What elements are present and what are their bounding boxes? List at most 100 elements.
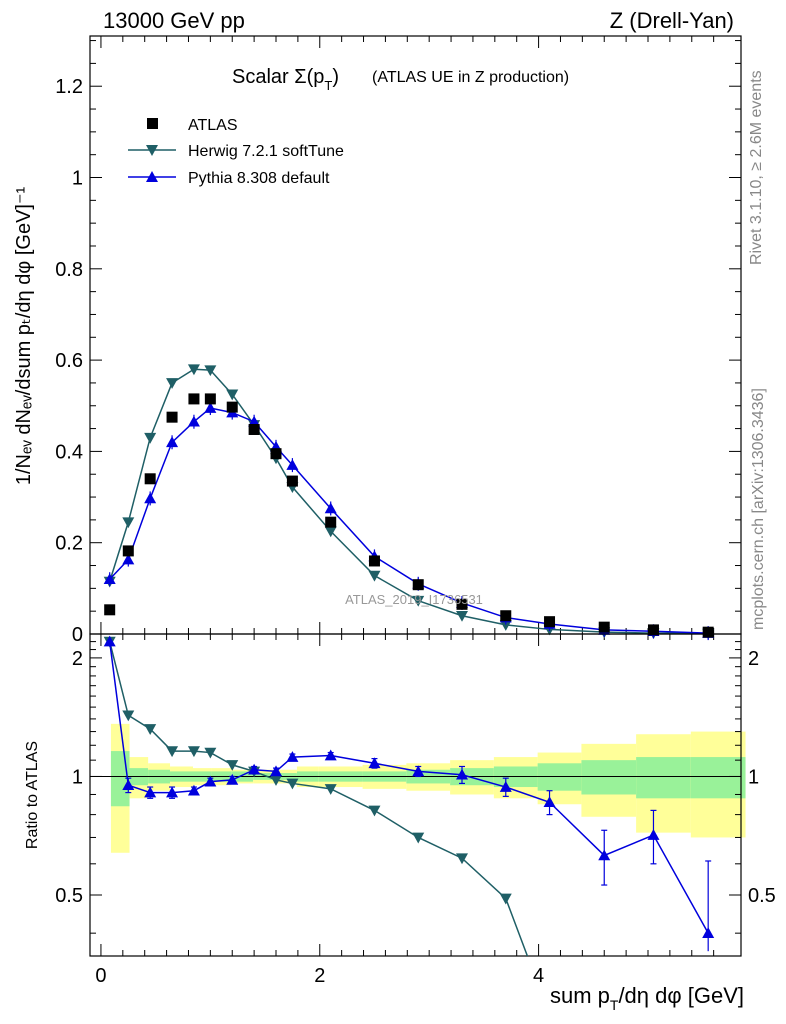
x-tick-label: 2 <box>314 965 325 987</box>
y-tick-label: 0.4 <box>55 441 83 463</box>
y-tick-label: 1.2 <box>55 76 83 98</box>
ratio-y-axis-label: Ratio to ATLAS <box>24 741 41 849</box>
x-axis-label: sum pT/dη dφ [GeV] <box>550 983 744 1013</box>
herwig-point <box>368 570 381 582</box>
atlas-point <box>226 401 238 413</box>
rivet-version-label: Rivet 3.1.10, ≥ 2.6M events <box>748 70 765 265</box>
ratio-herwig-point <box>144 724 157 735</box>
atlas-point <box>702 626 714 638</box>
ratio-pythia-point <box>324 749 337 761</box>
atlas-point <box>166 411 178 423</box>
chart-subtitle: (ATLAS UE in Z production) <box>372 69 569 86</box>
ratio-pythia-point <box>543 796 556 808</box>
x-tick-label: 4 <box>533 965 544 987</box>
ratio-herwig-point <box>499 893 512 905</box>
atlas-point <box>544 616 556 628</box>
ratio-y-tick-label: 1 <box>72 766 83 788</box>
header-right: Z (Drell-Yan) <box>610 8 734 33</box>
pythia-point <box>166 436 179 448</box>
ratio-pythia-point <box>166 786 179 798</box>
ratio-pythia-point <box>204 775 217 787</box>
ratio-frame <box>89 633 742 957</box>
ratio-herwig-point <box>324 784 337 795</box>
atlas-point <box>598 621 610 633</box>
y-tick-label: 0.8 <box>55 259 83 281</box>
atlas-point <box>204 393 216 405</box>
header-left: 13000 GeV pp <box>103 8 245 33</box>
chart-title: Scalar Σ(pT) <box>232 66 339 93</box>
herwig-point <box>166 378 179 389</box>
y-tick-label: 0.6 <box>55 350 83 372</box>
atlas-point <box>412 579 424 591</box>
pythia-point <box>248 415 261 427</box>
ratio-y-tick-label-right: 1 <box>748 766 759 788</box>
ratio-pythia-point <box>144 786 157 798</box>
legend-label-pythia: Pythia 8.308 default <box>188 170 330 187</box>
ratio-series <box>103 635 715 956</box>
ratio-pythia-point <box>226 773 239 785</box>
main-panel: 0 0.2 0.4 0.6 0.8 1 1.2 <box>55 35 742 646</box>
pythia-point <box>144 492 157 504</box>
atlas-point <box>270 448 282 460</box>
atlas-point <box>325 516 337 528</box>
legend-marker-pythia <box>146 171 158 182</box>
ratio-pythia-point <box>412 765 425 777</box>
legend: ATLAS Herwig 7.2.1 softTune Pythia 8.308… <box>128 117 344 187</box>
ratio-y-tick-label: 0.5 <box>55 885 83 907</box>
pythia-point <box>324 502 337 514</box>
ratio-herwig-point <box>456 853 468 865</box>
ratio-pythia-point <box>286 751 299 762</box>
atlas-point <box>647 624 659 636</box>
pythia-point <box>204 402 217 413</box>
ratio-y-tick-label: 2 <box>72 648 83 670</box>
herwig-point <box>144 432 157 444</box>
ratio-pythia-point <box>103 635 116 647</box>
legend-marker-atlas <box>147 118 158 129</box>
legend-label-atlas: ATLAS <box>188 117 238 134</box>
y-tick-label: 0 <box>72 624 83 646</box>
ratio-herwig-point <box>286 778 299 790</box>
ratio-pythia-point <box>499 781 512 792</box>
herwig-point <box>187 364 200 376</box>
atlas-point <box>286 475 298 487</box>
herwig-point <box>226 389 239 401</box>
atlas-point <box>188 393 200 405</box>
ratio-herwig-point <box>270 775 282 786</box>
herwig-point <box>499 620 512 631</box>
y-axis-label: 1/Nₑᵥ dNₑᵥ/dsum pₜ/dη dφ [GeV]⁻¹ <box>13 186 35 485</box>
ratio-herwig-point <box>122 710 135 722</box>
ratio-y-tick-label-right: 0.5 <box>748 885 776 907</box>
atlas-point <box>368 555 380 567</box>
herwig-point <box>412 595 425 607</box>
legend-marker-herwig <box>146 145 158 156</box>
pythia-point <box>103 573 116 585</box>
ratio-pythia-point <box>647 829 660 840</box>
legend-label-herwig: Herwig 7.2.1 softTune <box>188 143 344 160</box>
ratio-herwig-line <box>108 641 529 956</box>
band-inner <box>690 757 746 799</box>
ratio-herwig-point <box>204 747 217 759</box>
ratio-pythia-point <box>368 757 381 769</box>
analysis-watermark: ATLAS_2019_I1736531 <box>345 592 483 607</box>
ratio-pythia-point <box>702 927 715 938</box>
mcplots-credit-label: mcplots.cern.ch [arXiv:1306.3436] <box>750 388 767 630</box>
ratio-herwig-point <box>368 805 381 817</box>
herwig-point <box>456 610 468 622</box>
ratio-panel: 0 2 4 0.5 0.5 1 1 2 2 <box>55 633 776 987</box>
atlas-point <box>500 610 512 622</box>
ratio-herwig-point <box>226 760 239 771</box>
atlas-point <box>248 423 260 435</box>
band-inner <box>537 763 582 791</box>
ratio-pythia-point <box>270 765 282 777</box>
pythia-point <box>286 459 299 470</box>
ratio-pythia-point <box>248 763 261 775</box>
band-inner <box>581 760 637 795</box>
y-tick-label: 0.2 <box>55 533 83 555</box>
pythia-point <box>187 415 200 427</box>
ratio-y-tick-label-right: 2 <box>748 648 759 670</box>
atlas-point <box>456 598 468 610</box>
ratio-pythia-point <box>456 768 468 780</box>
atlas-point <box>122 545 134 557</box>
ratio-pythia-point <box>598 849 611 861</box>
